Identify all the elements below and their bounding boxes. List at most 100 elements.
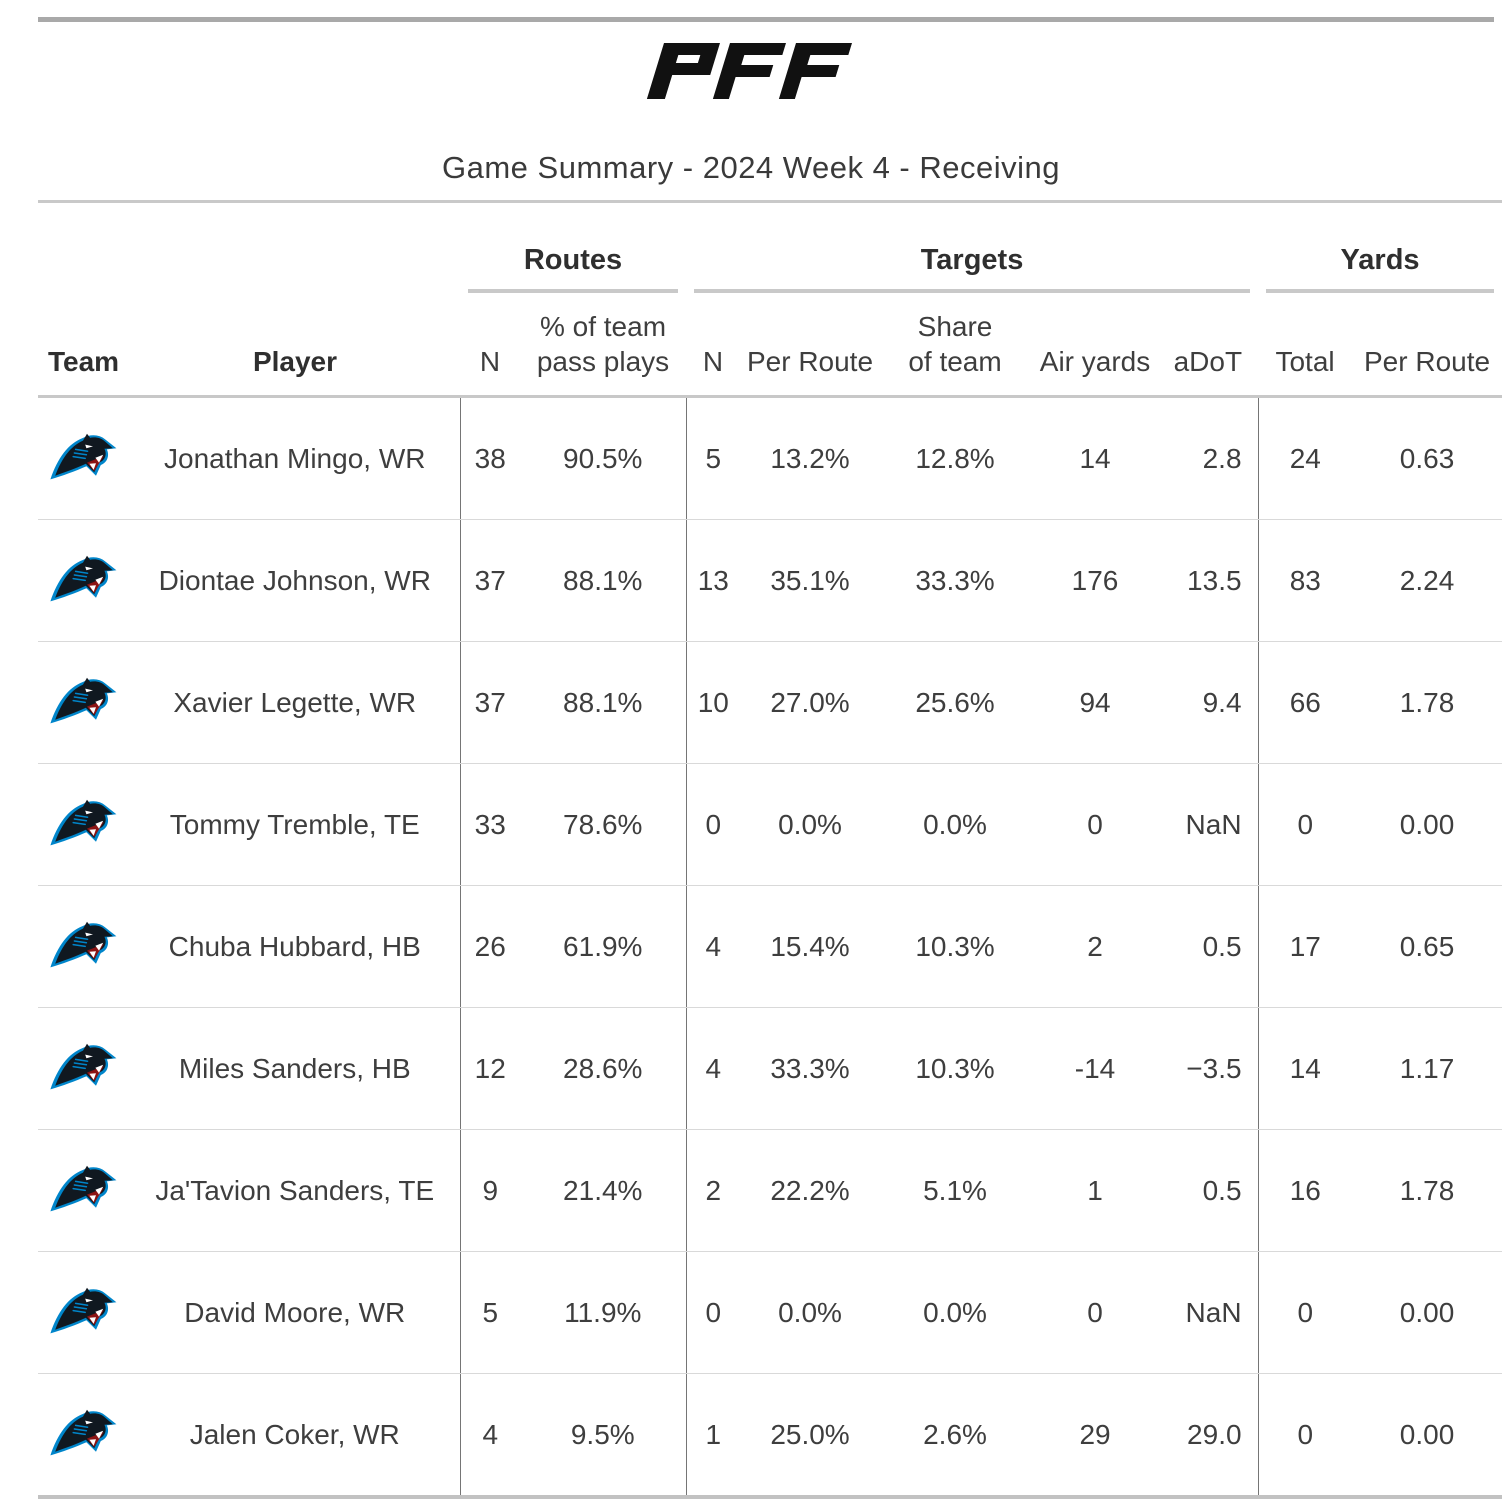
targets-n-cell: 4 (685, 885, 741, 1008)
routes-pct-cell: 21.4% (520, 1129, 687, 1252)
yards-per-route-cell: 0.65 (1352, 885, 1502, 1008)
air-yards-cell: 0 (1030, 763, 1161, 886)
yards-per-route-cell: 0.63 (1352, 396, 1502, 520)
player-cell: Chuba Hubbard, HB (130, 885, 460, 1008)
share-cell: 10.3% (880, 885, 1031, 1008)
carolina-panthers-logo-icon (50, 799, 117, 845)
per-route-cell: 15.4% (740, 885, 881, 1008)
adot-cell: NaN (1160, 1251, 1259, 1374)
routes-n-cell: 12 (459, 1007, 520, 1130)
yards-total-cell: 66 (1257, 641, 1353, 764)
table-body: Jonathan Mingo, WR 38 90.5% 5 13.2% 12.8… (38, 396, 1502, 1499)
table-row: Jonathan Mingo, WR 38 90.5% 5 13.2% 12.8… (38, 396, 1502, 520)
player-cell: David Moore, WR (130, 1251, 460, 1374)
air-yards-cell: -14 (1030, 1007, 1161, 1130)
adot-cell: −3.5 (1160, 1007, 1259, 1130)
yards-per-route-cell: 0.00 (1352, 763, 1502, 886)
targets-n-cell: 10 (685, 641, 741, 764)
routes-pct-cell: 78.6% (520, 763, 687, 886)
team-logo-cell (38, 1007, 130, 1130)
group-underline-targets (694, 289, 1251, 293)
header-logo-area (0, 40, 1502, 107)
column-header-yards-per-route: Per Route (1352, 293, 1502, 398)
targets-n-cell: 0 (685, 763, 741, 886)
air-yards-cell: 29 (1030, 1373, 1161, 1499)
routes-pct-cell: 88.1% (520, 519, 687, 642)
share-cell: 10.3% (880, 1007, 1031, 1130)
player-cell: Diontae Johnson, WR (130, 519, 460, 642)
share-cell: 12.8% (880, 396, 1031, 520)
per-route-cell: 27.0% (740, 641, 881, 764)
per-route-cell: 22.2% (740, 1129, 881, 1252)
player-cell: Miles Sanders, HB (130, 1007, 460, 1130)
table-row: Jalen Coker, WR 4 9.5% 1 25.0% 2.6% 29 2… (38, 1373, 1502, 1499)
group-label-yards: Yards (1340, 244, 1420, 276)
player-cell: Jonathan Mingo, WR (130, 396, 460, 520)
team-logo-cell (38, 1251, 130, 1374)
adot-cell: 13.5 (1160, 519, 1259, 642)
yards-per-route-cell: 2.24 (1352, 519, 1502, 642)
column-header-row: Team Player N % of team pass plays N Per… (38, 293, 1502, 398)
column-header-total: Total (1258, 293, 1353, 398)
routes-pct-cell: 9.5% (520, 1373, 687, 1499)
team-logo-cell (38, 519, 130, 642)
pff-logo (646, 43, 852, 99)
team-logo-cell (38, 641, 130, 764)
table-row: Ja'Tavion Sanders, TE 9 21.4% 2 22.2% 5.… (38, 1129, 1502, 1252)
air-yards-cell: 0 (1030, 1251, 1161, 1374)
carolina-panthers-logo-icon (50, 555, 117, 601)
targets-n-cell: 2 (685, 1129, 741, 1252)
table-row: Xavier Legette, WR 37 88.1% 10 27.0% 25.… (38, 641, 1502, 764)
air-yards-cell: 94 (1030, 641, 1161, 764)
carolina-panthers-logo-icon (50, 433, 117, 479)
player-cell: Xavier Legette, WR (130, 641, 460, 764)
targets-n-cell: 4 (685, 1007, 741, 1130)
routes-n-cell: 37 (459, 641, 520, 764)
table-row: Tommy Tremble, TE 33 78.6% 0 0.0% 0.0% 0… (38, 763, 1502, 886)
targets-n-cell: 13 (685, 519, 741, 642)
group-header-targets: Targets (686, 202, 1258, 293)
yards-total-cell: 0 (1257, 763, 1353, 886)
routes-pct-cell: 61.9% (520, 885, 687, 1008)
player-cell: Tommy Tremble, TE (130, 763, 460, 886)
player-cell: Jalen Coker, WR (130, 1373, 460, 1499)
routes-n-cell: 33 (459, 763, 520, 886)
player-cell: Ja'Tavion Sanders, TE (130, 1129, 460, 1252)
carolina-panthers-logo-icon (50, 677, 117, 723)
routes-n-cell: 26 (459, 885, 520, 1008)
team-logo-cell (38, 396, 130, 520)
air-yards-cell: 14 (1030, 396, 1161, 520)
routes-pct-cell: 88.1% (520, 641, 687, 764)
column-header-air-yards: Air yards (1030, 293, 1161, 398)
yards-per-route-cell: 1.17 (1352, 1007, 1502, 1130)
adot-cell: NaN (1160, 763, 1259, 886)
team-logo-cell (38, 763, 130, 886)
group-header-routes: Routes (460, 202, 686, 293)
team-logo-cell (38, 1129, 130, 1252)
yards-total-cell: 17 (1257, 885, 1353, 1008)
adot-cell: 2.8 (1160, 396, 1259, 520)
column-header-per-route: Per Route (740, 293, 881, 398)
yards-per-route-cell: 0.00 (1352, 1373, 1502, 1499)
column-header-share: Share of team (880, 293, 1031, 398)
group-label-routes: Routes (523, 244, 623, 276)
group-underline-yards (1266, 289, 1495, 293)
air-yards-cell: 1 (1030, 1129, 1161, 1252)
targets-n-cell: 0 (685, 1251, 741, 1374)
yards-total-cell: 16 (1257, 1129, 1353, 1252)
yards-per-route-cell: 1.78 (1352, 641, 1502, 764)
carolina-panthers-logo-icon (50, 1287, 117, 1333)
carolina-panthers-logo-icon (50, 921, 117, 967)
adot-cell: 29.0 (1160, 1373, 1259, 1499)
routes-n-cell: 5 (459, 1251, 520, 1374)
yards-total-cell: 24 (1257, 396, 1353, 520)
stats-table: Routes Targets Yards Team Player N % of … (38, 200, 1502, 1499)
yards-total-cell: 14 (1257, 1007, 1353, 1130)
team-logo-cell (38, 885, 130, 1008)
per-route-cell: 33.3% (740, 1007, 881, 1130)
carolina-panthers-logo-icon (50, 1409, 117, 1455)
group-label-targets: Targets (920, 244, 1024, 276)
table-row: Chuba Hubbard, HB 26 61.9% 4 15.4% 10.3%… (38, 885, 1502, 1008)
carolina-panthers-logo-icon (50, 1043, 117, 1089)
table-row: Miles Sanders, HB 12 28.6% 4 33.3% 10.3%… (38, 1007, 1502, 1130)
